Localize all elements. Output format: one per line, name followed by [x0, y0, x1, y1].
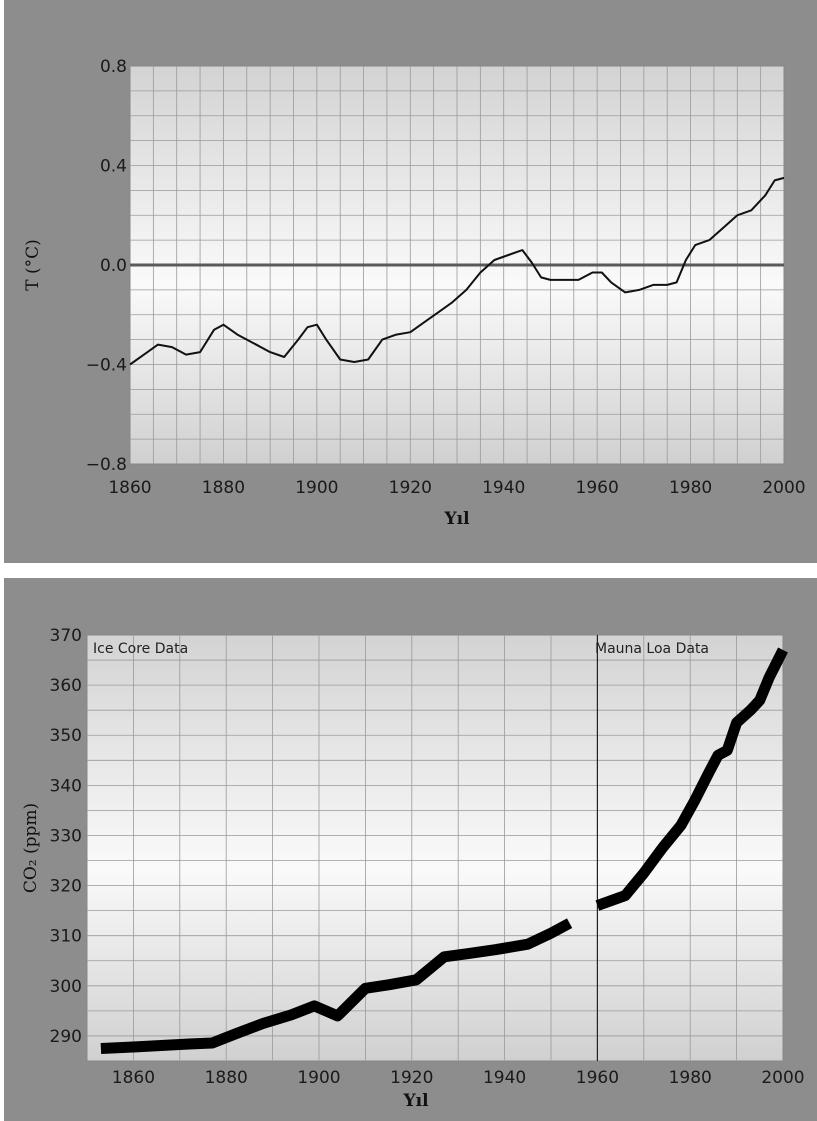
- temperature-x-axis-label: Yıl: [443, 509, 470, 529]
- temperature-x-tick-label: 1980: [669, 478, 712, 498]
- temperature-tick-labels: 1860 1880 1900 1920 1940 1960 1980 2000 0.8 0.4 0.…: [86, 57, 806, 498]
- temperature-y-tick-label: −0.4: [86, 356, 127, 376]
- temperature-x-tick-label: 1900: [295, 478, 338, 498]
- co2-x-tick-label: 2000: [761, 1068, 804, 1088]
- temperature-x-tick-label: 1880: [202, 478, 245, 498]
- co2-plot-area: [86, 634, 784, 1062]
- co2-y-tick-label: 330: [50, 826, 82, 846]
- temperature-y-tick-label: 0.4: [100, 157, 127, 177]
- temperature-y-tick-label: −0.8: [86, 455, 127, 475]
- co2-x-tick-label: 1980: [669, 1068, 712, 1088]
- co2-x-tick-label: 1920: [390, 1068, 433, 1088]
- co2-y-axis-label: CO₂ (ppm): [21, 803, 41, 893]
- co2-x-axis-label: Yıl: [402, 1091, 429, 1111]
- co2-y-tick-label: 360: [50, 676, 82, 696]
- temperature-x-tick-label: 1860: [108, 478, 151, 498]
- co2-x-tick-label: 1900: [297, 1068, 340, 1088]
- co2-y-tick-label: 350: [50, 726, 82, 746]
- co2-y-tick-label: 310: [50, 927, 82, 947]
- co2-x-tick-label: 1940: [483, 1068, 526, 1088]
- co2-y-tick-label: 290: [50, 1027, 82, 1047]
- ice-core-series-line: [100, 918, 573, 1054]
- temperature-series-line: [129, 176, 785, 366]
- temperature-x-tick-label: 2000: [762, 478, 805, 498]
- co2-y-tick-label: 320: [50, 877, 82, 897]
- temperature-x-tick-label: 1920: [389, 478, 432, 498]
- temperature-x-tick-label: 1960: [576, 478, 619, 498]
- co2-y-tick-label: 340: [50, 776, 82, 796]
- temperature-y-axis-label: T (°C): [23, 239, 43, 291]
- mauna-loa-data-annotation: Mauna Loa Data: [595, 641, 709, 657]
- co2-y-tick-label: 370: [50, 626, 82, 646]
- ice-core-data-annotation: Ice Core Data: [93, 641, 188, 657]
- co2-x-tick-label: 1860: [112, 1068, 155, 1088]
- mauna-loa-series-line: [595, 647, 788, 911]
- temperature-y-tick-label: 0.8: [100, 57, 127, 77]
- co2-x-tick-label: 1960: [576, 1068, 619, 1088]
- co2-tick-labels: 1860 1880 1900 1920 1940 1960 1980 2000 370 360 35…: [50, 626, 805, 1088]
- co2-x-tick-label: 1880: [205, 1068, 248, 1088]
- temperature-x-tick-label: 1940: [482, 478, 525, 498]
- co2-y-tick-label: 300: [50, 977, 82, 997]
- temperature-y-tick-label: 0.0: [100, 256, 127, 276]
